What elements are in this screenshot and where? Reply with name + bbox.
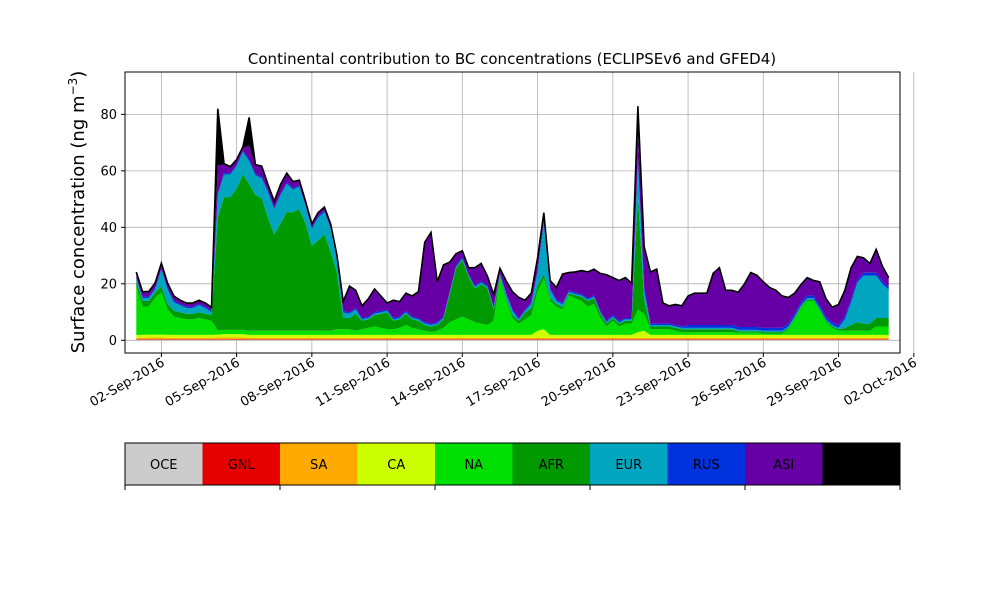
area-na: [136, 278, 889, 335]
x-tick-label: 05-Sep-2016: [163, 355, 243, 410]
x-tick-label: 20-Sep-2016: [539, 355, 619, 410]
legend-label: AFR: [539, 458, 564, 473]
legend-label: EUR: [615, 458, 642, 473]
y-axis-label-main: Surface concentration (ng m: [68, 95, 89, 353]
area-afr: [136, 174, 889, 334]
y-tick-label: 40: [100, 221, 117, 236]
y-axis-label: Surface concentration (ng m−3): [66, 71, 89, 354]
x-tick-label: 08-Sep-2016: [238, 355, 318, 410]
y-axis-label-close: ): [68, 71, 89, 78]
x-axis: 02-Sep-201605-Sep-201608-Sep-201611-Sep-…: [88, 353, 920, 410]
legend-swatch-rus: [667, 443, 746, 485]
legend-swatch-eur: [590, 443, 668, 485]
legend-swatch-oce: [125, 443, 203, 485]
legend-label: CA: [387, 458, 405, 473]
x-tick-label: 29-Sep-2016: [765, 355, 845, 410]
legend-label: OCE: [150, 458, 178, 473]
y-tick-label: 60: [100, 164, 117, 179]
y-tick-label: 80: [100, 108, 117, 123]
stacked-areas: [136, 106, 889, 341]
area-asi: [136, 134, 889, 328]
legend-label: AUS: [848, 458, 875, 473]
legend-label: RUS: [693, 458, 720, 473]
x-tick-label: 23-Sep-2016: [614, 355, 694, 410]
legend-swatch-sa: [280, 443, 358, 485]
x-tick-label: 26-Sep-2016: [689, 355, 769, 410]
legend-label: SA: [310, 458, 327, 473]
area-oce: [136, 339, 889, 341]
x-tick-label: 14-Sep-2016: [389, 355, 469, 410]
legend-swatch-aus: [822, 443, 901, 485]
legend-swatch-afr: [512, 443, 591, 485]
y-tick-label: 20: [100, 277, 117, 292]
chart-title: Continental contribution to BC concentra…: [248, 50, 776, 68]
x-tick-label: 02-Oct-2016: [841, 355, 919, 409]
x-tick-label: 11-Sep-2016: [313, 355, 393, 410]
legend-label: GNL: [228, 458, 256, 473]
y-axis: 0 20 40 60 80: [100, 108, 125, 349]
x-tick-label: 17-Sep-2016: [464, 355, 544, 410]
x-tick-label: 02-Sep-2016: [88, 355, 168, 410]
legend-swatch-asi: [745, 443, 823, 485]
plot-frame: [124, 71, 901, 354]
y-tick-label: 0: [109, 334, 117, 349]
area-eur: [136, 151, 889, 333]
legend-swatch-ca: [357, 443, 436, 485]
legend-swatch-gnl: [202, 443, 281, 485]
legend-frame: [124, 442, 901, 486]
area-ca: [136, 329, 889, 338]
area-gnl: [136, 339, 889, 340]
legend-label: NA: [464, 458, 483, 473]
total-line: [135, 106, 890, 309]
legend-label: ASI: [773, 458, 794, 473]
area-sa: [136, 337, 889, 340]
y-axis-label-exponent: −3: [66, 78, 80, 96]
legend-swatch-na: [435, 443, 513, 485]
total-outline: [135, 106, 890, 309]
region-colorbar-legend: OCE GNL SA CA NA AFR EUR RUS ASI AUS: [124, 442, 901, 490]
